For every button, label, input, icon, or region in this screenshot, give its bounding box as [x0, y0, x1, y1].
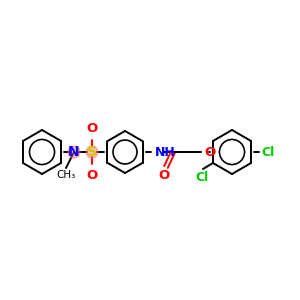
Text: NH: NH [155, 146, 176, 158]
Text: O: O [86, 122, 98, 135]
Text: O: O [86, 169, 98, 182]
Text: O: O [158, 169, 169, 182]
Circle shape [68, 146, 80, 158]
Circle shape [86, 146, 98, 158]
Text: CH₃: CH₃ [56, 170, 76, 180]
Text: O: O [204, 146, 215, 158]
Text: Cl: Cl [261, 146, 274, 158]
Text: N: N [68, 145, 80, 159]
Text: Cl: Cl [195, 171, 208, 184]
Text: S: S [87, 145, 97, 159]
